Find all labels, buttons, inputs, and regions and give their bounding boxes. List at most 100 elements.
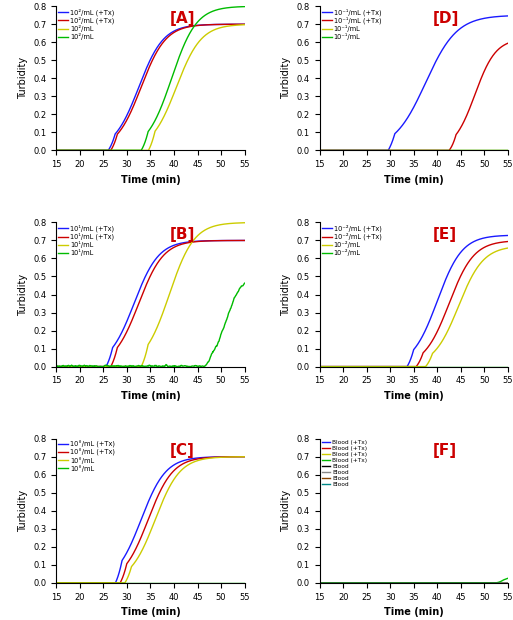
10°/mL [139,547,145,555]
10¹/mL (+Tx) [102,363,108,370]
Blood (+Tx) [317,579,323,587]
Blood [505,579,511,587]
Blood [317,579,323,587]
10⁻²/mL [505,244,511,252]
Line: 10⁻¹/mL (+Tx): 10⁻¹/mL (+Tx) [320,16,508,151]
10²/mL [179,46,185,53]
10°/mL [53,579,60,587]
10¹/mL [102,363,108,370]
Line: 10°/mL (+Tx): 10°/mL (+Tx) [56,457,245,583]
10¹/mL [87,362,93,370]
Legend: 10°/mL (+Tx), 10°/mL (+Tx), 10°/mL, 10°/mL: 10°/mL (+Tx), 10°/mL (+Tx), 10°/mL, 10°/… [58,440,116,472]
10⁻¹/mL [419,146,425,154]
10⁻²/mL (+Tx) [365,363,371,370]
10⁻¹/mL [406,146,412,154]
10¹/mL (+Tx) [164,245,170,252]
Line: 10¹/mL: 10¹/mL [56,283,245,366]
Legend: 10⁻¹/mL (+Tx), 10⁻¹/mL (+Tx), 10⁻¹/mL, 10⁻¹/mL: 10⁻¹/mL (+Tx), 10⁻¹/mL (+Tx), 10⁻¹/mL, 1… [321,7,382,41]
10⁻¹/mL (+Tx) [402,147,408,154]
Blood (+Tx) [429,579,435,587]
Legend: Blood (+Tx), Blood (+Tx), Blood (+Tx), Blood (+Tx), Blood, Blood, Blood, Blood: Blood (+Tx), Blood (+Tx), Blood (+Tx), B… [321,440,368,488]
10°/mL (+Tx) [102,579,108,587]
10°/mL [144,579,150,587]
Blood (+Tx) [471,579,477,587]
10⁻²/mL [442,332,448,339]
10¹/mL [242,280,248,287]
10²/mL [87,147,93,154]
Line: 10⁻¹/mL (+Tx): 10⁻¹/mL (+Tx) [320,43,508,151]
10¹/mL [53,363,60,370]
10⁻¹/mL [505,146,511,154]
10⁻¹/mL [505,146,511,154]
10¹/mL [165,363,171,370]
Blood [500,579,506,587]
10¹/mL (+Tx) [102,363,108,370]
10²/mL (+Tx) [195,22,201,29]
10¹/mL [74,363,80,370]
Line: 10⁻²/mL (+Tx): 10⁻²/mL (+Tx) [320,242,508,366]
10⁻²/mL [429,363,435,370]
10°/mL [242,579,248,587]
Blood (+Tx) [471,579,477,587]
10°/mL (+Tx) [179,461,185,468]
10¹/mL (+Tx) [139,281,145,289]
10°/mL (+Tx) [164,466,170,474]
10¹/mL (+Tx) [195,237,201,245]
10¹/mL [87,363,93,370]
10⁻¹/mL (+Tx) [317,147,323,154]
10⁻²/mL (+Tx) [350,363,356,370]
10°/mL [87,579,93,587]
10°/mL (+Tx) [139,533,145,540]
Blood [500,579,506,587]
10⁻¹/mL [419,146,425,154]
10¹/mL [195,231,201,239]
Text: [E]: [E] [432,227,457,242]
Blood [429,579,435,587]
Blood [500,579,506,587]
10²/mL [195,18,201,25]
10°/mL [237,579,243,587]
10°/mL [165,579,171,587]
10¹/mL [53,362,60,370]
10²/mL (+Tx) [164,32,170,39]
Blood (+Tx) [505,579,511,587]
10⁻²/mL (+Tx) [505,238,511,246]
10²/mL [179,69,185,77]
Line: 10⁻²/mL: 10⁻²/mL [320,248,508,366]
10°/mL [208,579,214,587]
10⁻¹/mL [317,146,323,154]
Blood [317,579,323,587]
10²/mL [195,39,201,46]
Blood [419,579,425,587]
10⁻²/mL [505,363,511,370]
Y-axis label: Turbidity: Turbidity [281,490,291,532]
10²/mL [242,3,248,11]
10⁻²/mL (+Tx) [505,232,511,239]
10⁻¹/mL (+Tx) [427,68,433,76]
Y-axis label: Turbidity: Turbidity [18,57,28,99]
10°/mL [164,487,170,495]
10⁻²/mL [471,363,477,370]
Blood [429,579,435,587]
Blood [471,579,477,587]
Blood [406,579,412,587]
10⁻¹/mL (+Tx) [402,118,408,126]
10⁻¹/mL [471,146,477,154]
10²/mL (+Tx) [139,82,145,90]
10⁻¹/mL [429,146,435,154]
Blood [505,579,511,587]
Blood (+Tx) [365,579,371,587]
10⁻²/mL (+Tx) [317,363,323,370]
Text: [F]: [F] [432,443,457,458]
10²/mL [139,147,145,154]
Blood (+Tx) [419,579,425,587]
Blood (+Tx) [407,579,413,587]
Blood [505,579,511,587]
10¹/mL [139,362,145,370]
10⁻²/mL [317,363,323,370]
Blood (+Tx) [407,579,413,587]
10⁻²/mL [500,363,506,370]
Blood (+Tx) [471,579,477,587]
10°/mL (+Tx) [242,453,248,461]
10¹/mL [179,257,185,264]
